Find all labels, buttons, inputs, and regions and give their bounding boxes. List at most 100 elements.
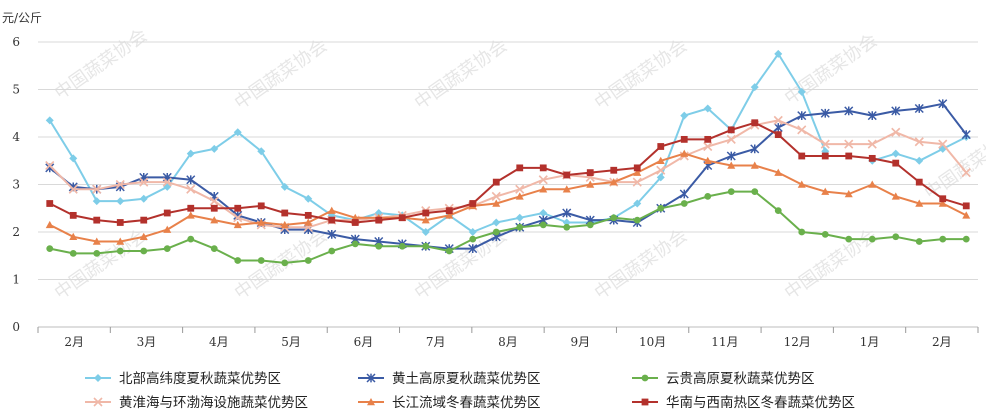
data-point (210, 216, 219, 224)
data-point (492, 199, 501, 207)
x-axis: 2月 3月 4月 5月 6月 7月 8月 9月 10月 11月 12月 1月 2月 (37, 327, 979, 349)
data-point (750, 144, 760, 154)
data-point (586, 221, 594, 229)
data-point (939, 195, 947, 203)
data-point (327, 206, 336, 214)
data-point (186, 149, 195, 158)
data-point (139, 232, 148, 240)
data-point (939, 235, 947, 243)
data-point (469, 235, 477, 243)
data-point (468, 244, 478, 254)
data-point (867, 139, 877, 149)
x-tick-label: 5月 (281, 335, 301, 349)
data-point (516, 223, 524, 231)
x-tick-label: 7月 (426, 335, 446, 349)
watermark-text: 中国蔬菜协会 (591, 35, 692, 114)
data-point (774, 49, 783, 58)
data-point (93, 249, 101, 257)
data-point (116, 219, 124, 226)
data-point (46, 200, 54, 207)
y-tick-label: 4 (12, 130, 20, 144)
legend-item: 北部高纬度夏秋蔬菜优势区 (85, 370, 281, 387)
x-tick-label: 6月 (354, 335, 374, 349)
data-point (773, 115, 783, 125)
x-tick-label: 3月 (137, 335, 157, 349)
data-point (915, 199, 924, 207)
x-tick-label: 12月 (784, 335, 811, 349)
data-point (633, 216, 641, 224)
data-point (562, 185, 571, 193)
data-point (186, 211, 195, 219)
legend-swatch-marker (94, 374, 102, 382)
data-point (915, 178, 923, 186)
data-point (938, 139, 948, 149)
data-point (867, 111, 877, 121)
data-point (445, 247, 453, 255)
data-point (69, 154, 78, 163)
data-point (398, 242, 406, 250)
x-tick-label: 8月 (498, 335, 518, 349)
legend-item: 长江流域冬春蔬菜优势区 (358, 395, 541, 411)
series-line (49, 102, 968, 250)
data-point (656, 156, 665, 164)
data-point (281, 259, 289, 267)
data-point (539, 221, 547, 229)
data-point (868, 154, 876, 162)
data-point (422, 209, 430, 217)
legend-label: 黄淮海与环渤海设施蔬菜优势区 (119, 395, 308, 411)
data-point (257, 202, 265, 210)
y-tick-label: 6 (12, 35, 20, 49)
data-point (92, 184, 102, 194)
watermark-text: 中国蔬菜协会 (51, 225, 152, 304)
data-point (915, 156, 924, 165)
watermark-text: 中国蔬菜协会 (781, 225, 882, 304)
legend-swatch-marker (367, 398, 375, 406)
data-point (704, 135, 712, 143)
data-point (234, 257, 242, 264)
data-point (539, 164, 547, 172)
data-point (209, 196, 219, 206)
data-point (515, 184, 525, 194)
data-point (163, 225, 172, 233)
data-point (304, 194, 313, 203)
data-point (891, 192, 900, 200)
x-tick-label: 9月 (570, 335, 590, 349)
data-point (328, 247, 336, 255)
data-point (139, 177, 149, 187)
data-point (938, 99, 948, 109)
data-point (280, 220, 289, 229)
data-point (186, 184, 196, 194)
data-point (633, 164, 641, 172)
data-point (868, 235, 876, 243)
data-point (774, 207, 782, 215)
y-tick-label: 2 (12, 225, 20, 239)
data-point (891, 106, 901, 116)
data-point (422, 242, 430, 250)
data-point (892, 159, 900, 167)
data-point (586, 180, 595, 188)
x-tick-label: 11月 (711, 335, 738, 349)
data-point (257, 147, 266, 156)
legend-item: 云贵高原夏秋蔬菜优势区 (632, 370, 815, 387)
data-point (750, 83, 759, 92)
data-point (961, 168, 971, 178)
data-point (187, 235, 195, 243)
legend: 北部高纬度夏秋蔬菜优势区 黄土高原夏秋蔬菜优势区 云贵高原夏秋蔬菜优势区黄淮海与环渤… (85, 370, 855, 411)
data-point (563, 223, 571, 231)
data-point (445, 207, 453, 215)
legend-swatch-marker (366, 373, 376, 383)
data-point (538, 175, 548, 185)
data-point (304, 257, 312, 264)
data-point (915, 238, 923, 245)
data-point (515, 213, 524, 222)
data-point (375, 216, 383, 224)
watermark-text: 中国蔬菜协会 (51, 25, 152, 104)
data-point (938, 199, 947, 207)
data-point (868, 180, 877, 188)
series-line (49, 121, 967, 224)
data-point (892, 233, 900, 241)
data-point (210, 245, 218, 253)
data-point (351, 240, 359, 248)
data-point (845, 235, 853, 243)
watermark-text: 中国蔬菜协会 (411, 35, 512, 114)
